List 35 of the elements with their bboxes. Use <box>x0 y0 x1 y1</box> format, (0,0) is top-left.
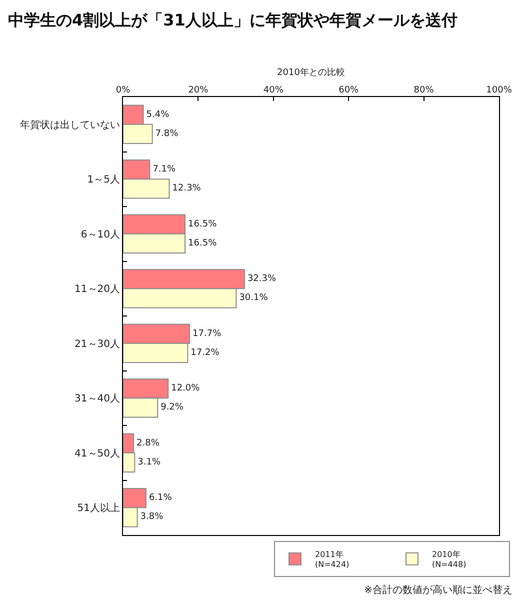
x-tick-label: 0% <box>116 85 131 96</box>
y-tick-label: 21～30人 <box>74 338 120 350</box>
y-tick-label: 41～50人 <box>74 448 120 460</box>
legend-label: 2011年 (N=424) <box>315 550 350 570</box>
legend-label: 2010年 (N=448) <box>432 550 466 570</box>
x-tick-label: 20% <box>188 85 209 96</box>
data-label: 2.8% <box>136 438 160 448</box>
data-label: 12.0% <box>171 384 200 394</box>
data-label: 6.1% <box>148 493 172 504</box>
data-label: 7.1% <box>152 164 176 175</box>
x-tick-label: 80% <box>414 85 434 96</box>
data-label: 32.3% <box>247 274 276 284</box>
y-tick-label: 6～10人 <box>80 229 120 240</box>
data-label: 5.4% <box>146 110 170 120</box>
data-label: 3.8% <box>140 512 164 522</box>
y-tick-label: 11～20人 <box>74 284 120 296</box>
y-tick-label: 1～5人 <box>87 174 120 186</box>
x-tick-label: 40% <box>263 85 284 96</box>
y-tick-label: 31～40人 <box>74 394 120 405</box>
data-label: 16.5% <box>188 219 218 230</box>
x-tick-label: 60% <box>338 85 360 96</box>
data-label: 9.2% <box>160 402 184 413</box>
data-label: 3.1% <box>138 457 161 468</box>
x-tick-label: 100% <box>486 85 512 96</box>
y-tick-label: 51人以上 <box>77 502 120 514</box>
data-label: 16.5% <box>188 238 218 248</box>
data-label: 17.7% <box>192 328 222 339</box>
data-label: 7.8% <box>155 128 179 139</box>
y-tick-label: 年賀状は出していない <box>20 118 120 131</box>
data-label: 17.2% <box>190 348 220 358</box>
data-label: 30.1% <box>239 293 268 304</box>
text: ※合計の数値が高い順に並べ替え <box>364 584 512 596</box>
chart-title: 中学生の4割以上が「31人以上」に年賀状や年賀メールを送付 <box>8 10 458 30</box>
data-label: 12.3% <box>172 184 202 194</box>
x-axis-title: 2010年との比較 <box>277 66 345 78</box>
